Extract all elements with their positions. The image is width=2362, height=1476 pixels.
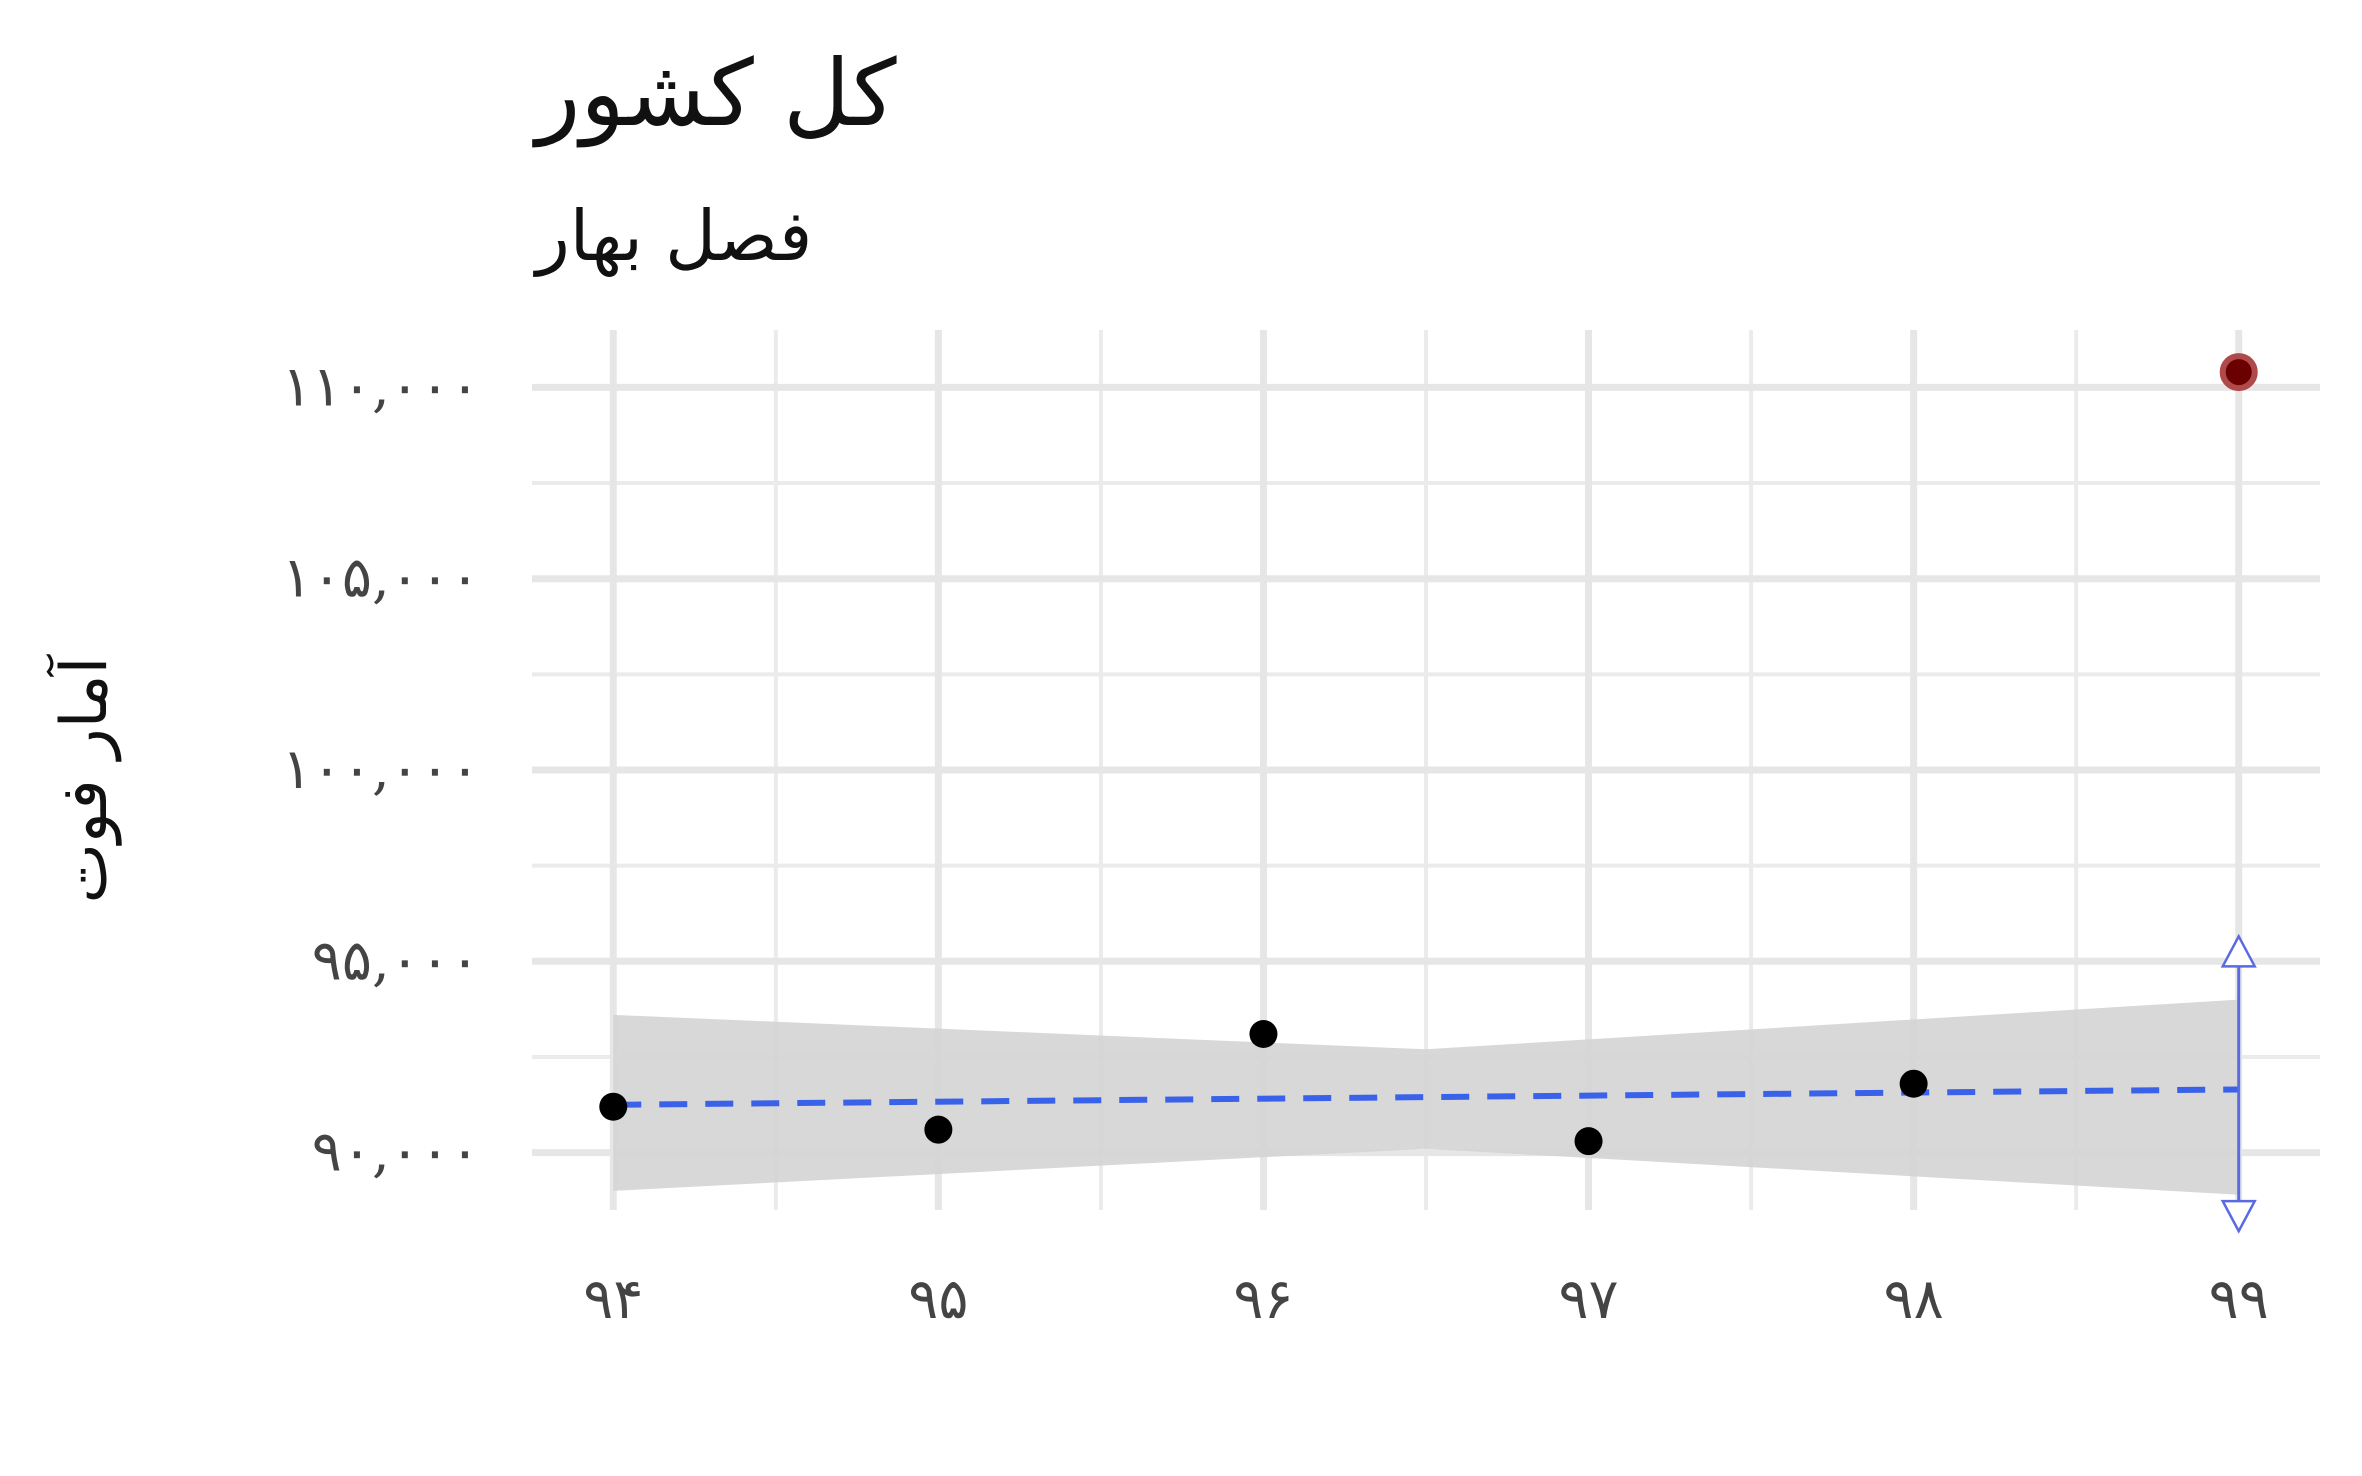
y-tick-label: ۹۰,۰۰۰ (312, 1120, 480, 1185)
chart-title: کل کشور (536, 40, 897, 147)
prediction-interval-arrow-down (2220, 1199, 2257, 1234)
chart-subtitle: فصل بهار (536, 195, 813, 277)
x-tick-label: ۹۸ (1884, 1267, 1944, 1332)
data-point (924, 1115, 953, 1144)
x-tick-label: ۹۶ (1233, 1267, 1293, 1332)
data-point (1899, 1069, 1928, 1098)
data-point (1574, 1127, 1603, 1156)
prediction-interval-arrow-up (2220, 933, 2257, 968)
x-tick-label: ۹۹ (2209, 1267, 2269, 1332)
x-tick-label: ۹۷ (1558, 1267, 1618, 1332)
confidence-band (613, 999, 2239, 1195)
y-tick-label: ۹۵,۰۰۰ (312, 928, 480, 993)
x-tick-label: ۹۵ (908, 1267, 968, 1332)
y-tick-label: ۱۰۵,۰۰۰ (282, 546, 480, 611)
y-tick-label: ۱۰۰,۰۰۰ (282, 737, 480, 802)
data-point (1249, 1020, 1278, 1048)
trend-line (613, 1086, 2239, 1108)
data-point (599, 1092, 628, 1121)
y-tick-label: ۱۱۰,۰۰۰ (282, 354, 480, 419)
highlight-point (2219, 353, 2258, 392)
x-tick-label: ۹۴ (583, 1267, 643, 1332)
